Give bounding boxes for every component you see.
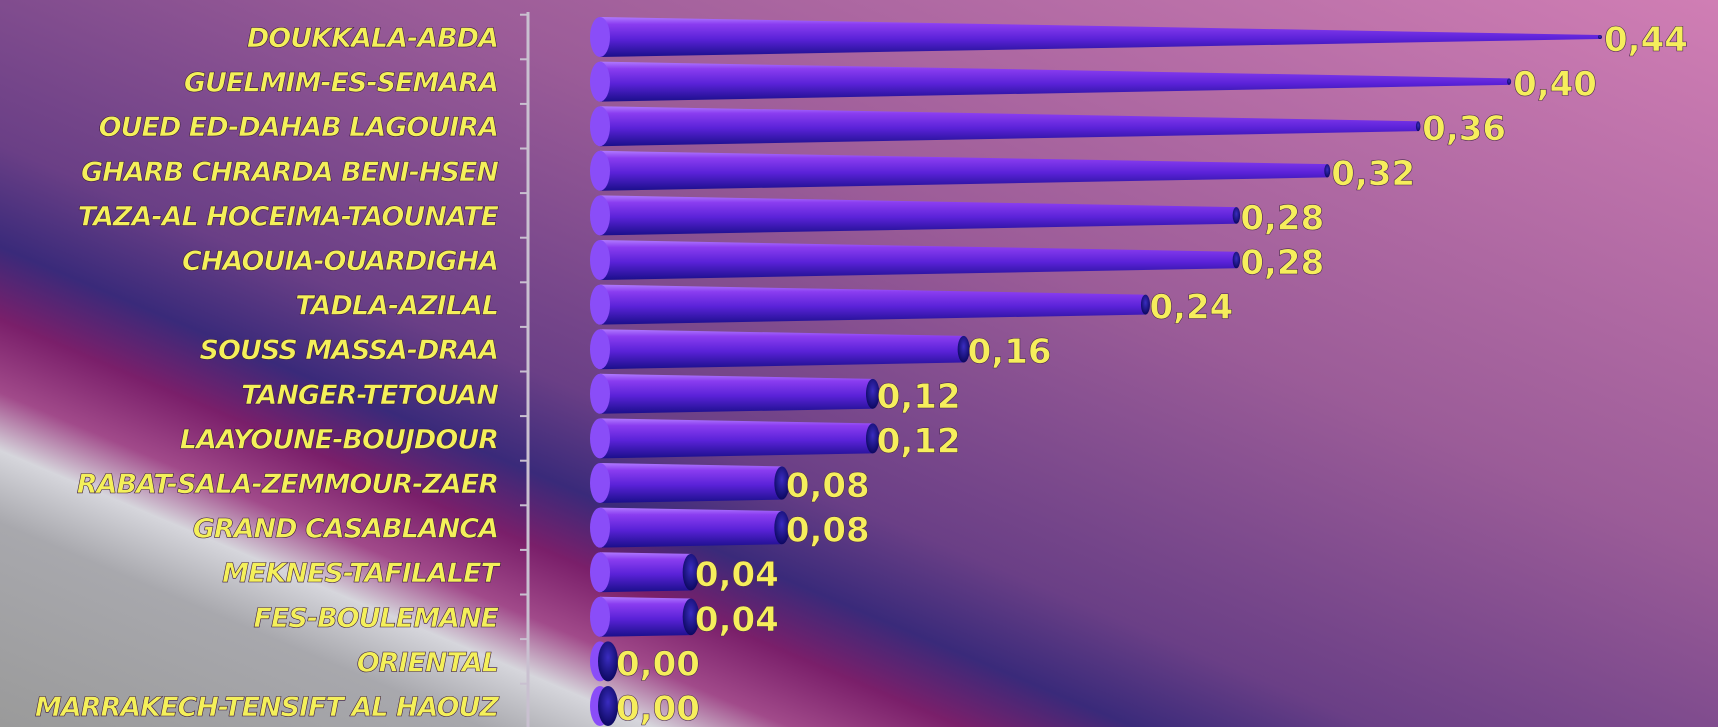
- category-label: FES-BOULEMANE: [254, 603, 500, 634]
- bar-grand-casablanca: [590, 507, 790, 548]
- value-label: 0,40: [1513, 65, 1597, 105]
- category-label: CHAOUIA-OUARDIGHA: [182, 246, 498, 277]
- bar-guelmim-es-semara: [590, 61, 1512, 102]
- category-label: LAAYOUNE-BOUJDOUR: [180, 424, 498, 455]
- bar-souss-massa-draa: [590, 329, 970, 370]
- category-label: RABAT-SALA-ZEMMOUR-ZAER: [77, 469, 498, 500]
- category-label: SOUSS MASSA-DRAA: [200, 335, 498, 366]
- value-label: 0,12: [877, 421, 961, 461]
- bar-marrakech-tensift-al-haouz: [590, 686, 618, 726]
- value-label: 0,24: [1149, 288, 1233, 328]
- bar-tanger-tetouan: [590, 373, 880, 414]
- value-label: 0,00: [616, 689, 700, 727]
- bar-gharb-chrarda-beni-hsen: [590, 150, 1331, 191]
- value-label: 0,04: [695, 600, 779, 640]
- category-label: TADLA-AZILAL: [295, 291, 498, 322]
- value-label: 0,28: [1240, 243, 1324, 283]
- value-label: 0,36: [1422, 109, 1506, 149]
- value-label: 0,28: [1240, 198, 1324, 238]
- bar-laayoune-boujdour: [590, 418, 880, 459]
- bar-doukkala-abda: [590, 17, 1602, 57]
- bar-fes-boulemane: [590, 596, 700, 637]
- value-label: 0,12: [877, 377, 961, 417]
- value-label: 0,44: [1604, 20, 1688, 60]
- bar-rabat-sala-zemmour-zaer: [590, 463, 790, 503]
- bar-tadla-azilal: [590, 284, 1150, 325]
- bar-oued-ed-dahab-lagouira: [590, 106, 1421, 147]
- category-label: OUED ED-DAHAB LAGOUIRA: [99, 112, 498, 143]
- value-label: 0,08: [786, 511, 870, 551]
- bar-chaouia-ouardigha: [590, 240, 1241, 280]
- bar-meknes-tafilalet: [590, 552, 700, 593]
- category-label: MARRAKECH-TENSIFT AL HAOUZ: [35, 692, 500, 723]
- category-label: GRAND CASABLANCA: [193, 514, 498, 545]
- value-label: 0,16: [968, 332, 1052, 372]
- category-label: MEKNES-TAFILALET: [222, 558, 501, 589]
- category-label: ORIENTAL: [357, 647, 498, 678]
- bar-taza-al-hoceima-taounate: [590, 195, 1241, 236]
- bar-oriental: [590, 641, 618, 682]
- value-label: 0,00: [616, 644, 700, 684]
- category-label: TANGER-TETOUAN: [241, 380, 499, 411]
- category-label: GUELMIM-ES-SEMARA: [184, 68, 498, 99]
- category-label: TAZA-AL HOCEIMA-TAOUNATE: [78, 201, 500, 232]
- value-label: 0,08: [786, 466, 870, 506]
- value-label: 0,04: [695, 555, 779, 595]
- category-label: DOUKKALA-ABDA: [247, 23, 498, 54]
- value-label: 0,32: [1331, 154, 1415, 194]
- category-label: GHARB CHRARDA BENI-HSEN: [81, 157, 499, 188]
